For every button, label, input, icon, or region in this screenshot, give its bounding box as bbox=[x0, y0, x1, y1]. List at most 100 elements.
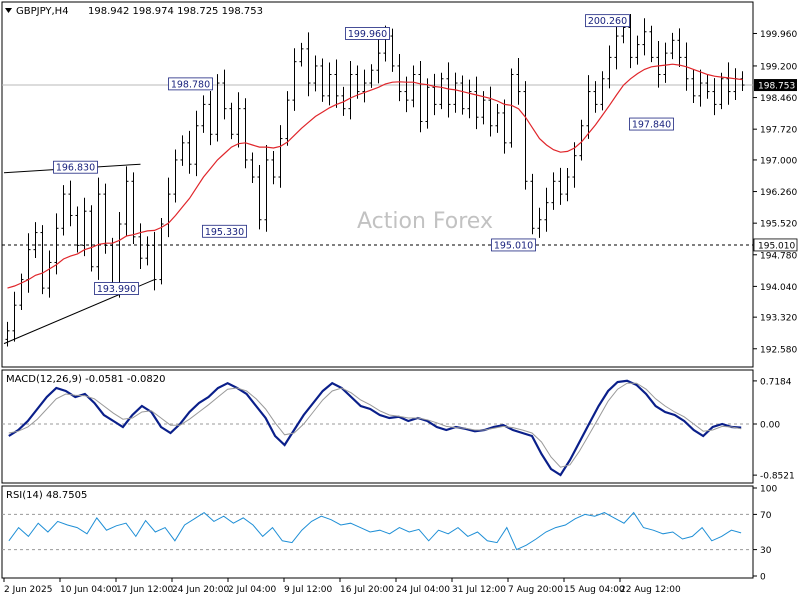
x-tick-label: 9 Jul 12:00 bbox=[284, 585, 333, 595]
price-y-tick-label: 197.000 bbox=[760, 156, 797, 166]
key-level-label[interactable]: 198.780 bbox=[168, 77, 213, 91]
price-candle bbox=[68, 180, 73, 227]
key-level-label[interactable]: 195.330 bbox=[202, 224, 247, 238]
price-candle bbox=[544, 187, 549, 232]
price-candle bbox=[236, 92, 241, 148]
price-y-tick-label: 198.460 bbox=[760, 94, 797, 104]
x-tick-label: 2 Jun 2025 bbox=[4, 585, 52, 595]
key-level-text: 195.010 bbox=[494, 240, 533, 251]
macd-y-tick-label: 0.00 bbox=[760, 421, 780, 431]
price-candle bbox=[642, 18, 647, 56]
collapse-triangle-icon[interactable] bbox=[5, 8, 12, 13]
price-candle bbox=[187, 130, 192, 174]
price-candle bbox=[180, 135, 185, 166]
price-candle bbox=[698, 69, 703, 107]
price-candle bbox=[145, 236, 150, 266]
price-candle bbox=[677, 28, 682, 67]
key-level-box bbox=[202, 224, 247, 238]
price-candle bbox=[572, 142, 577, 188]
price-candle bbox=[663, 42, 668, 83]
price-candle bbox=[656, 40, 661, 88]
price-candle bbox=[649, 25, 654, 63]
current-price-label: 198.753 bbox=[758, 82, 795, 92]
price-candle bbox=[446, 62, 451, 118]
price-candle bbox=[61, 185, 66, 236]
x-tick-label: 10 Jun 04:00 bbox=[60, 585, 117, 595]
price-candle bbox=[432, 73, 437, 116]
price-y-tick-label: 194.780 bbox=[760, 251, 797, 261]
price-candle bbox=[670, 32, 675, 60]
price-candle bbox=[348, 61, 353, 120]
key-level-label[interactable]: 199.960 bbox=[345, 27, 390, 40]
price-candle bbox=[628, 14, 633, 69]
price-candle bbox=[96, 177, 101, 280]
chart-ohlc: 198.942 198.974 198.725 198.753 bbox=[88, 6, 263, 17]
macd-line bbox=[8, 379, 742, 477]
macd-signal-line bbox=[8, 382, 742, 468]
key-level-text: 198.780 bbox=[171, 79, 210, 90]
key-level-label[interactable]: 197.840 bbox=[629, 117, 674, 131]
price-y-tick-label: 193.320 bbox=[760, 314, 797, 324]
price-candle bbox=[89, 205, 94, 272]
key-level-box bbox=[53, 160, 98, 174]
x-tick-label: 16 Jul 20:00 bbox=[340, 585, 394, 595]
macd-y-tick-label: 0.7184 bbox=[760, 377, 792, 387]
price-candle bbox=[152, 231, 157, 291]
price-candle bbox=[334, 59, 339, 108]
key-level-text: 196.830 bbox=[56, 163, 95, 174]
price-candle bbox=[502, 99, 507, 154]
chart-symbol: GBPJPY,H4 bbox=[16, 6, 69, 17]
price-candle bbox=[173, 149, 178, 203]
price-candle bbox=[719, 72, 724, 110]
price-candle bbox=[439, 72, 444, 110]
price-candle bbox=[264, 144, 269, 232]
rsi-y-tick-label: 30 bbox=[760, 546, 772, 556]
price-candle bbox=[138, 223, 143, 269]
price-candle bbox=[19, 273, 24, 310]
price-candle bbox=[586, 75, 591, 139]
price-y-tick-label: 192.580 bbox=[760, 345, 797, 355]
price-candle bbox=[411, 65, 416, 108]
price-panel[interactable]: Action Forex 195.010 198.753 196.830 198.7… bbox=[1, 1, 797, 368]
price-candle bbox=[33, 222, 38, 259]
price-y-tick-label: 196.260 bbox=[760, 188, 797, 198]
price-candle bbox=[362, 69, 367, 103]
rsi-y-tick-label: 0 bbox=[760, 573, 766, 583]
price-candle bbox=[600, 71, 605, 111]
price-candle bbox=[509, 68, 514, 148]
price-candle bbox=[320, 58, 325, 102]
price-candle bbox=[285, 91, 290, 146]
price-candle bbox=[558, 167, 563, 205]
key-level-label[interactable]: 196.830 bbox=[53, 160, 98, 174]
key-level-label[interactable]: 193.990 bbox=[94, 282, 139, 296]
price-candle bbox=[327, 62, 332, 106]
price-candle bbox=[705, 74, 710, 99]
price-candle bbox=[222, 69, 227, 120]
price-candle bbox=[397, 53, 402, 102]
price-candle bbox=[124, 166, 129, 236]
price-candle bbox=[530, 173, 535, 235]
price-candle bbox=[376, 36, 381, 84]
key-level-label[interactable]: 200.260 bbox=[585, 14, 630, 28]
price-candle bbox=[47, 250, 52, 298]
macd-panel[interactable]: 0.7184 0.00 -0.8521 MACD(12,26,9) -0.0581 … bbox=[1, 369, 795, 484]
price-candle bbox=[425, 78, 430, 129]
price-candle bbox=[523, 81, 528, 190]
price-candle bbox=[12, 291, 17, 342]
price-candle bbox=[271, 150, 276, 185]
price-candle bbox=[593, 81, 598, 113]
price-y-tick-label: 195.520 bbox=[760, 220, 797, 230]
x-tick-label: 24 Jul 04:00 bbox=[396, 585, 450, 595]
x-tick-label: 22 Aug 12:00 bbox=[620, 585, 681, 595]
key-level-label[interactable]: 195.010 bbox=[491, 238, 536, 252]
price-candle bbox=[712, 78, 717, 116]
key-level-text: 200.260 bbox=[588, 16, 627, 27]
price-y-tick-label: 199.960 bbox=[760, 30, 797, 40]
rsi-panel[interactable]: 100 70 30 0 RSI(14) 48.7505 bbox=[1, 485, 777, 583]
price-candle bbox=[82, 197, 87, 257]
price-candle bbox=[299, 42, 304, 67]
price-candle bbox=[194, 110, 199, 177]
